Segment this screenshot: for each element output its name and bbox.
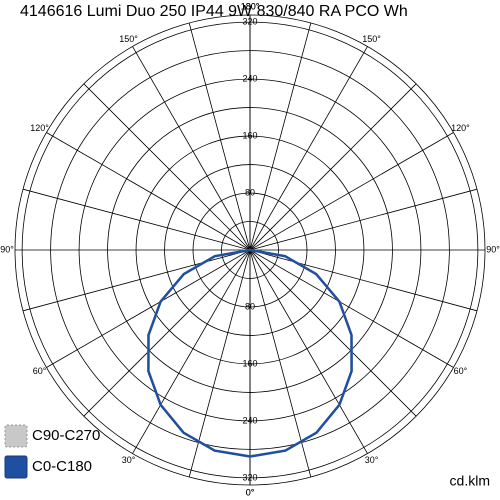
r-tick-label: 240: [242, 415, 257, 425]
minor-grid-spoke: [249, 22, 312, 251]
minor-grid-spoke: [249, 249, 312, 478]
marks: [147, 248, 353, 458]
grid-spoke: [249, 249, 454, 368]
theta-tick-label: 60°: [454, 366, 468, 376]
grid-spoke: [46, 249, 251, 368]
minor-grid-spoke: [22, 249, 251, 312]
grid-spoke: [132, 46, 251, 251]
r-tick-label: 160: [242, 358, 257, 368]
minor-grid-spoke: [22, 188, 251, 251]
unit-label: cd.klm: [450, 473, 490, 489]
series-line: [147, 248, 353, 458]
minor-grid-spoke: [188, 22, 251, 251]
theta-tick-label: 0°: [246, 487, 255, 497]
theta-tick-label: 90°: [486, 244, 500, 254]
grid-spoke: [132, 249, 251, 454]
legend-swatch: [4, 424, 28, 448]
legend-swatch: [4, 455, 28, 479]
minor-grid-spoke: [249, 249, 478, 312]
r-tick-label: 240: [242, 73, 257, 83]
minor-grid-spoke: [249, 188, 478, 251]
legend-label: C0-C180: [32, 458, 92, 475]
theta-tick-label: 120°: [451, 123, 470, 133]
theta-tick-label: 150°: [362, 34, 381, 44]
r-tick-label: 160: [242, 130, 257, 140]
r-tick-label: 320: [242, 472, 257, 482]
grid-spoke: [249, 249, 368, 454]
r-tick-label: 80: [245, 301, 255, 311]
theta-tick-label: 30°: [365, 455, 379, 465]
grid-spoke: [46, 132, 251, 251]
chart-title: 4146616 Lumi Duo 250 IP44 9W 830/840 RA …: [20, 3, 408, 20]
minor-grid-spoke: [83, 83, 251, 251]
minor-grid-spoke: [83, 249, 251, 417]
theta-tick-label: 30°: [122, 455, 136, 465]
grid-spoke: [249, 132, 454, 251]
r-tick-label: 320: [242, 16, 257, 26]
grid-spoke: [249, 46, 368, 251]
theta-tick-label: 60°: [33, 366, 47, 376]
theta-tick-label: 0°: [246, 487, 255, 497]
legend-label: C90-C270: [32, 427, 100, 444]
theta-tick-label: 180°: [241, 1, 260, 11]
theta-tick-label: 180°: [241, 1, 260, 11]
theta-tick-label: 90°: [0, 244, 14, 254]
minor-grid-spoke: [188, 249, 251, 478]
r-tick-label: 80: [245, 187, 255, 197]
theta-tick-label: 150°: [119, 34, 138, 44]
grid: [14, 14, 486, 486]
minor-grid-spoke: [249, 83, 417, 251]
minor-grid-spoke: [249, 249, 417, 417]
theta-tick-label: 120°: [30, 123, 49, 133]
